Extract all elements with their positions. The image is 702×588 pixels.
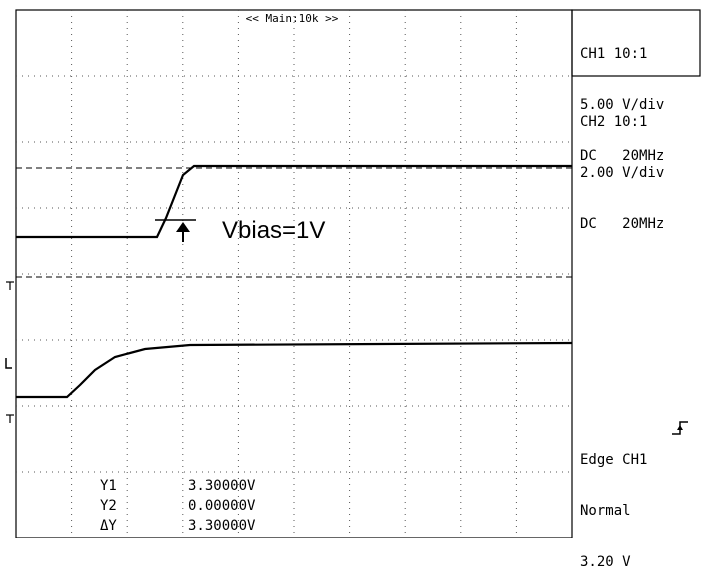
cursor-label: Y1 [100, 478, 117, 494]
ch2-coupling: DC [580, 216, 597, 232]
ch1-trace [16, 164, 572, 239]
trigger-info: Edge CH1 Normal 3.20 V [580, 418, 647, 588]
cursor-label: Y2 [100, 498, 117, 514]
ch1-scale: 5.00 V/div [580, 97, 665, 113]
ch1-ground-marker [6, 281, 14, 290]
cursor-row-dy: ΔY 3.30000V [100, 516, 255, 536]
ch1-coupling: DC [580, 148, 597, 164]
ch1-coupling-row: DC 20MHz [580, 148, 664, 165]
timebase-label: << Main:10k >> [246, 12, 339, 25]
oscilloscope-display: << Main:10k >> Vbias=1V [5, 9, 701, 538]
ch1-bandwidth: 20MHz [622, 148, 665, 164]
ch2-coupling-row: DC 20MHz [580, 216, 664, 233]
ch1-name: CH1 10:1 [580, 46, 648, 62]
cursor-value: 3.30000V [188, 478, 256, 494]
ch2-bandwidth: 20MHz [622, 216, 665, 232]
trigger-mode: Normal [580, 503, 631, 519]
cursor-value: 0.00000V [188, 498, 256, 514]
up-arrow-icon [176, 222, 190, 242]
cursor-readouts: Y1 3.30000V Y2 0.00000V ΔY 3.30000V [100, 476, 255, 536]
ch1-info-box [571, 9, 701, 77]
trigger-type: Edge CH1 [580, 452, 648, 468]
cursor-row-y1: Y1 3.30000V [100, 476, 255, 496]
ch1-info: CH1 10:1 5.00 V/div DC 20MHz [580, 12, 664, 182]
ch2-trace [16, 341, 573, 399]
ch2-ground-marker [6, 414, 14, 423]
ch2-scale: 2.00 V/div [580, 165, 665, 181]
cursor-label: ΔY [100, 518, 117, 534]
bias-annotation: Vbias=1V [222, 217, 325, 244]
cursor-value: 3.30000V [188, 518, 256, 534]
rising-edge-icon [672, 421, 688, 435]
graticule-grid [16, 10, 572, 538]
trigger-level-marker [5, 358, 12, 369]
ch2-info: CH2 10:1 2.00 V/div DC 20MHz [580, 80, 664, 250]
cursor-row-y2: Y2 0.00000V [100, 496, 255, 516]
ch2-name: CH2 10:1 [580, 114, 648, 130]
trigger-level: 3.20 V [580, 554, 631, 570]
